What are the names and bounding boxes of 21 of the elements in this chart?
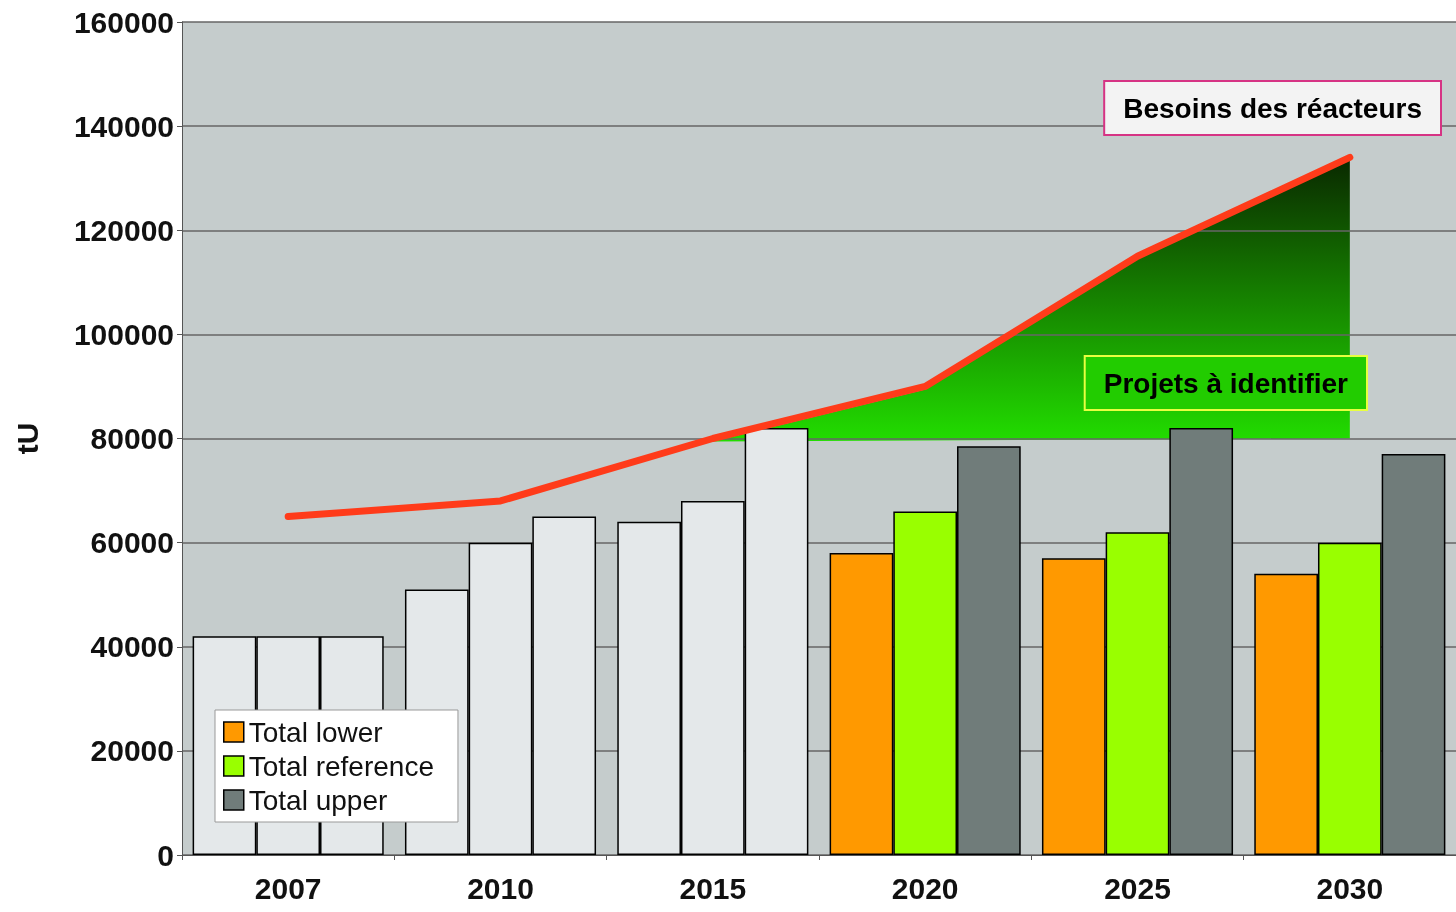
x-tick-label: 2025 (1104, 871, 1171, 905)
y-tick-label: 140000 (73, 109, 174, 143)
x-tick-label: 2010 (467, 871, 534, 905)
y-tick-label: 60000 (90, 526, 174, 560)
y-tick-label: 0 (157, 838, 174, 872)
legend-label: Total upper (248, 784, 388, 816)
x-tick-label: 2020 (891, 871, 959, 905)
annotation: Projets à identifier (1103, 367, 1349, 399)
annotation: Besoins des réacteurs (1123, 92, 1422, 124)
y-tick-label: 160000 (73, 5, 174, 39)
x-tick-label: 2030 (1316, 871, 1384, 905)
legend-label: Total reference (248, 750, 434, 782)
y-axis-title: tU (10, 422, 44, 455)
y-tick-label: 20000 (90, 734, 174, 768)
x-tick-label: 2015 (679, 871, 747, 905)
x-tick-label: 2007 (254, 871, 322, 905)
y-tick-label: 80000 (90, 422, 174, 455)
y-tick-label: 120000 (73, 213, 174, 247)
y-tick-label: 40000 (90, 630, 174, 664)
y-tick-label: 100000 (73, 317, 174, 351)
legend-label: Total lower (248, 716, 383, 748)
